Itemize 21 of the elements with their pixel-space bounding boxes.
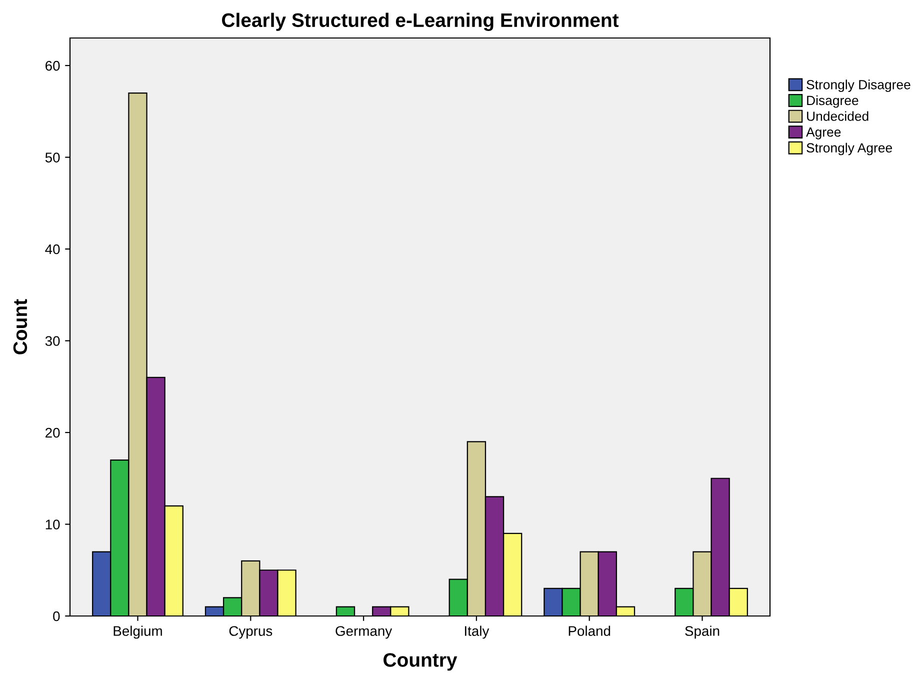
x-tick-label: Germany — [336, 626, 392, 639]
x-tick-label: Poland — [568, 626, 610, 636]
legend-label: Undecided — [807, 111, 868, 121]
x-tick-label: Cyprus — [229, 626, 272, 639]
y-tick-label: 40 — [45, 244, 60, 254]
y-tick-label: 20 — [46, 428, 60, 438]
x-tick-label: Italy — [465, 626, 490, 639]
legend-label: Agree — [806, 128, 841, 140]
y-tick-label: 50 — [45, 152, 60, 162]
legend-label: Disagree — [807, 95, 858, 108]
y-axis-title: Count — [13, 299, 28, 354]
legend-label: Strongly Disagree — [806, 80, 910, 92]
y-tick-label: 30 — [45, 336, 60, 346]
legend-label: Strongly Agree — [806, 142, 892, 156]
y-tick-label: 10 — [46, 520, 60, 530]
y-tick-label: 60 — [46, 60, 60, 71]
x-tick-label: Spain — [685, 626, 720, 639]
y-tick-label: 0 — [53, 611, 60, 622]
x-axis-title: Country — [384, 653, 458, 671]
x-tick-label: Belgium — [114, 626, 162, 639]
chart-title: Clearly Structured e-Learning Environment — [222, 12, 619, 32]
